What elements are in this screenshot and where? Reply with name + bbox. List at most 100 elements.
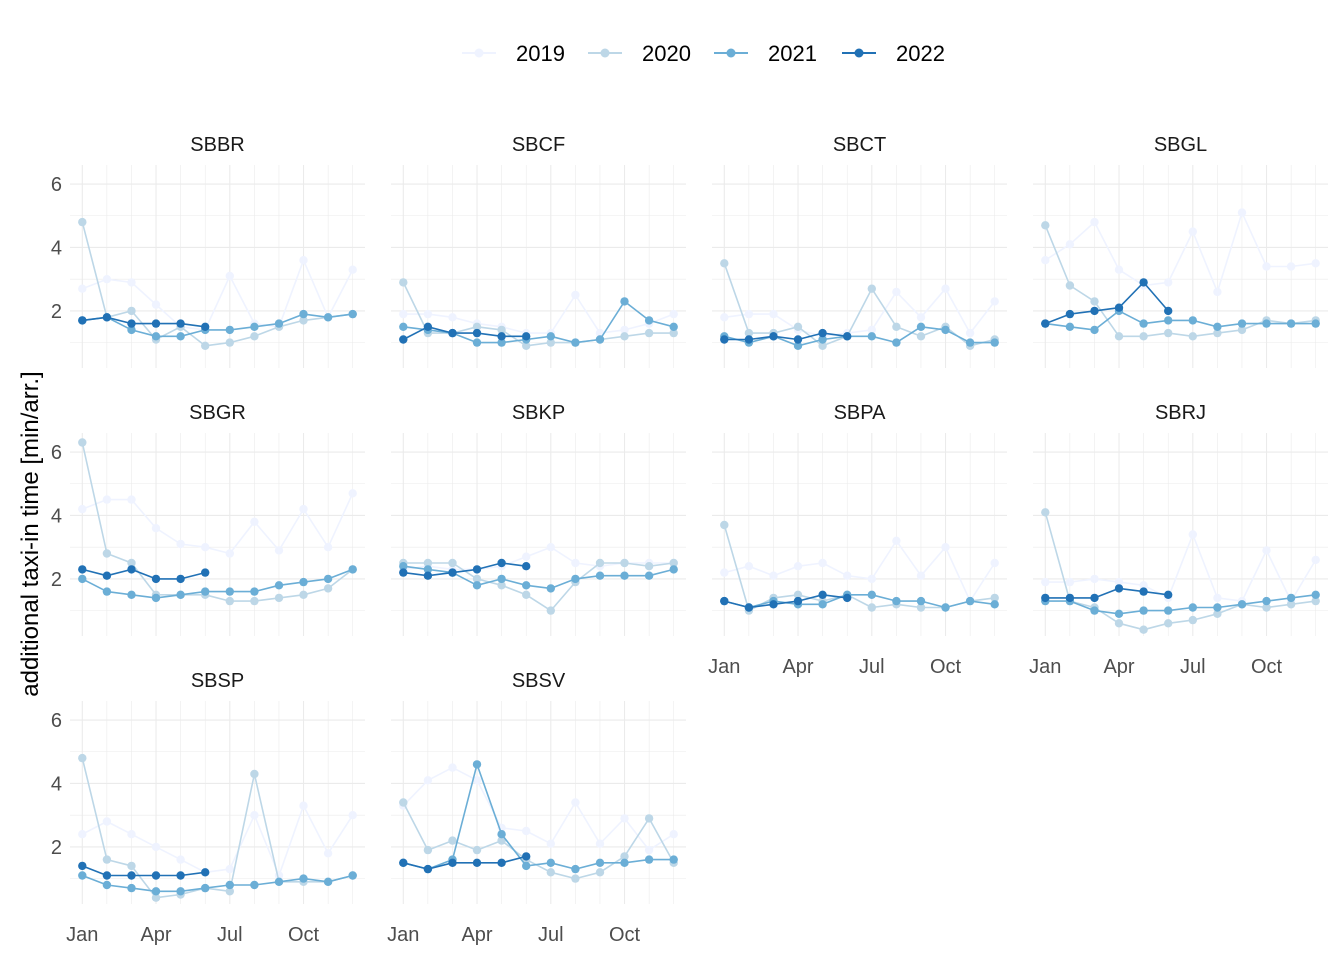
data-point [571, 290, 580, 300]
data-point [941, 603, 950, 612]
data-point [571, 558, 580, 568]
panel-title: SBKP [512, 402, 565, 424]
series-2021 [78, 565, 357, 603]
data-point [127, 495, 136, 504]
data-point [1286, 593, 1296, 603]
data-point [669, 328, 678, 338]
data-point [1262, 546, 1271, 555]
series-2022 [78, 861, 210, 880]
data-point [620, 814, 629, 823]
data-point [1041, 508, 1050, 517]
data-point [669, 322, 678, 331]
data-point [127, 278, 136, 287]
data-point [916, 313, 926, 322]
data-point [1286, 262, 1296, 271]
data-point [546, 338, 555, 347]
data-point [399, 798, 408, 807]
data-point [250, 811, 259, 820]
data-point [1139, 606, 1148, 615]
data-point [669, 855, 678, 864]
data-point [250, 769, 259, 779]
x-tick-label: Jul [859, 656, 885, 678]
data-point [472, 858, 482, 867]
data-point [1139, 625, 1148, 634]
data-point [720, 335, 729, 344]
data-point [843, 571, 852, 580]
series-2020 [720, 520, 999, 615]
data-point [818, 341, 827, 350]
data-point [1065, 240, 1075, 249]
y-tick-label: 2 [51, 301, 62, 323]
legend: 2019 2020 2021 2022 [462, 41, 945, 66]
data-point [818, 328, 827, 338]
series-2019 [78, 489, 357, 558]
data-point [620, 297, 629, 306]
panel-grid [70, 701, 365, 904]
data-point [1237, 325, 1247, 335]
data-point [793, 596, 803, 606]
data-point [78, 830, 87, 839]
series-line [403, 300, 674, 344]
data-point [1114, 609, 1124, 618]
y-tick-label: 4 [51, 237, 62, 259]
series-line [403, 855, 527, 870]
data-point [892, 322, 901, 331]
data-point [448, 328, 457, 338]
series-2021 [1041, 306, 1320, 335]
data-point [1311, 590, 1320, 599]
series-line [82, 313, 353, 338]
data-point [201, 883, 210, 893]
data-point [892, 338, 901, 347]
data-point [225, 549, 234, 558]
data-point [1114, 265, 1124, 274]
data-point [1164, 278, 1173, 287]
data-point [176, 319, 185, 328]
data-point [965, 338, 975, 347]
data-point [299, 309, 308, 319]
series-2022 [78, 313, 210, 331]
data-point [423, 845, 433, 855]
data-point [892, 596, 901, 606]
data-point [78, 438, 87, 447]
panel-sbsp: SBSP 2 4 6 Jan Apr Jul Oct [51, 670, 365, 946]
data-point [127, 558, 136, 568]
data-point [793, 590, 803, 599]
series-line [82, 492, 354, 555]
data-point [1213, 603, 1222, 612]
data-point [250, 587, 259, 596]
data-point [1164, 606, 1173, 615]
legend-item-2022: 2022 [842, 41, 945, 66]
data-point [225, 587, 234, 596]
data-point [102, 275, 112, 284]
data-point [1065, 281, 1075, 290]
data-point [818, 590, 827, 599]
panel-grid [712, 433, 1007, 636]
data-point [274, 546, 284, 555]
data-point [274, 877, 284, 886]
data-point [299, 256, 308, 265]
data-point [769, 571, 778, 580]
x-tick-label: Oct [609, 924, 641, 946]
data-point [151, 893, 161, 902]
data-point [1262, 262, 1271, 271]
data-point [225, 596, 234, 606]
data-point [1286, 600, 1296, 609]
x-tick-label: Apr [1103, 656, 1134, 678]
data-point [423, 322, 433, 331]
data-point [497, 830, 506, 839]
panel-grid [70, 433, 365, 636]
legend-label: 2020 [642, 41, 691, 66]
data-point [620, 571, 629, 580]
data-point [867, 590, 876, 599]
data-point [225, 325, 234, 335]
legend-item-2019: 2019 [462, 41, 565, 66]
data-point [1237, 319, 1247, 328]
data-point [1065, 309, 1075, 319]
data-point [818, 335, 827, 344]
data-point [1114, 577, 1124, 587]
series-2021 [399, 760, 678, 874]
data-point [1164, 619, 1173, 628]
panel-title: SBPA [834, 402, 887, 424]
data-point [176, 855, 185, 864]
data-point [78, 574, 87, 584]
